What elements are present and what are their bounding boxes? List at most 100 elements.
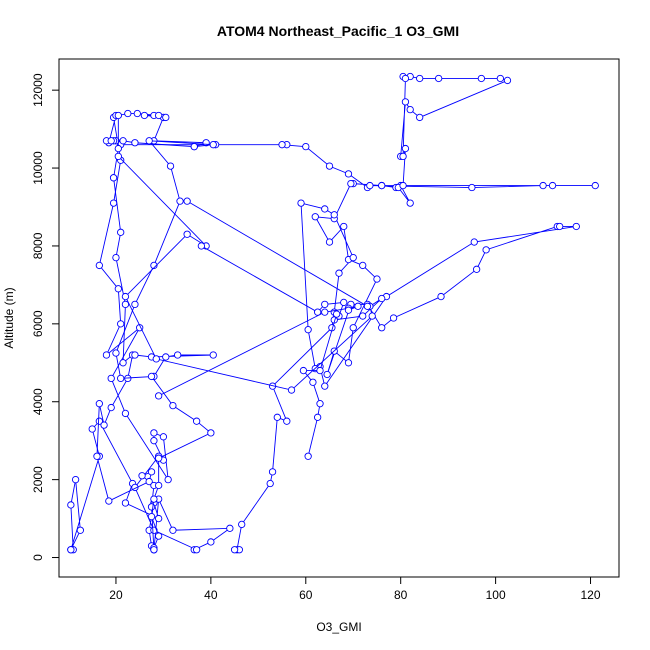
data-point — [349, 253, 357, 262]
data-point — [335, 269, 343, 277]
x-axis-title: O3_GMI — [316, 620, 361, 634]
data-point — [93, 452, 101, 460]
data-point — [162, 113, 170, 122]
data-point — [197, 242, 206, 250]
data-point — [354, 302, 362, 310]
data-point — [117, 374, 125, 383]
y-tick-label: 12000 — [31, 73, 45, 107]
y-tick-label: 0 — [31, 554, 45, 561]
data-point — [155, 392, 163, 400]
data-point — [114, 285, 122, 293]
x-tick-label: 40 — [204, 588, 218, 602]
data-point — [313, 413, 322, 421]
series-layer — [67, 72, 599, 554]
data-point — [344, 306, 353, 314]
data-point — [119, 137, 127, 145]
data-point — [309, 378, 317, 386]
series-line — [201, 245, 345, 457]
data-point — [207, 538, 215, 546]
data-point — [399, 152, 407, 161]
data-point — [112, 349, 120, 357]
y-axis-title: Altitude (m) — [2, 287, 16, 348]
data-point — [155, 454, 163, 462]
data-point — [496, 74, 505, 83]
data-point — [470, 238, 478, 246]
data-point — [114, 144, 122, 153]
data-point — [121, 409, 130, 418]
data-series — [67, 111, 599, 554]
data-point — [472, 265, 481, 273]
data-point — [302, 142, 310, 151]
x-tick-label: 100 — [486, 588, 506, 602]
data-point — [344, 170, 353, 178]
data-point — [131, 351, 139, 359]
data-point — [378, 181, 386, 190]
data-point — [468, 183, 476, 192]
series-line — [186, 200, 368, 307]
data-point — [378, 294, 386, 303]
data-point — [121, 292, 130, 301]
data-point — [207, 429, 215, 437]
y-tick-label: 8000 — [31, 232, 45, 259]
data-point — [133, 109, 141, 118]
data-point — [95, 417, 103, 425]
data-point — [230, 546, 239, 554]
data-point — [304, 452, 312, 460]
data-point — [169, 401, 177, 410]
data-series — [183, 197, 372, 310]
data-point — [159, 433, 168, 441]
data-point — [503, 76, 512, 85]
data-point — [378, 324, 386, 332]
data-point — [155, 514, 163, 523]
data-point — [406, 105, 414, 114]
data-point — [548, 181, 557, 190]
x-tick-label: 120 — [581, 588, 601, 602]
data-point — [344, 359, 353, 367]
data-point — [366, 181, 374, 190]
data-point — [124, 109, 132, 118]
data-point — [112, 253, 120, 262]
data-point — [368, 312, 376, 320]
data-point — [145, 137, 153, 145]
data-point — [150, 546, 158, 554]
y-tick-label: 10000 — [31, 151, 45, 185]
data-point — [340, 222, 348, 231]
data-point — [401, 74, 410, 83]
data-point — [107, 374, 115, 383]
data-point — [169, 526, 177, 534]
data-point — [437, 292, 445, 301]
x-tick-label: 80 — [394, 588, 408, 602]
data-point — [109, 199, 118, 207]
data-point — [340, 298, 348, 307]
data-point — [164, 475, 172, 484]
data-point — [556, 222, 564, 231]
data-point — [416, 74, 424, 83]
data-point — [176, 197, 184, 205]
data-point — [119, 359, 127, 367]
data-point — [477, 74, 486, 83]
data-point — [238, 520, 246, 529]
data-point — [321, 300, 329, 309]
series-line — [151, 376, 212, 550]
data-point — [150, 429, 158, 437]
data-point — [401, 98, 410, 106]
data-point — [332, 310, 341, 318]
data-point — [109, 174, 118, 182]
data-series — [112, 137, 217, 383]
data-point — [401, 144, 410, 153]
data-point — [435, 74, 443, 83]
data-point — [591, 181, 599, 190]
data-point — [406, 199, 414, 207]
data-series — [197, 242, 348, 460]
data-point — [95, 261, 103, 270]
data-point — [155, 481, 163, 490]
data-point — [321, 205, 329, 213]
data-point — [299, 366, 308, 375]
data-point — [147, 503, 156, 511]
data-point — [147, 468, 156, 476]
data-point — [147, 512, 156, 521]
data-point — [138, 472, 146, 480]
data-point — [330, 211, 338, 219]
series-line — [115, 140, 214, 379]
